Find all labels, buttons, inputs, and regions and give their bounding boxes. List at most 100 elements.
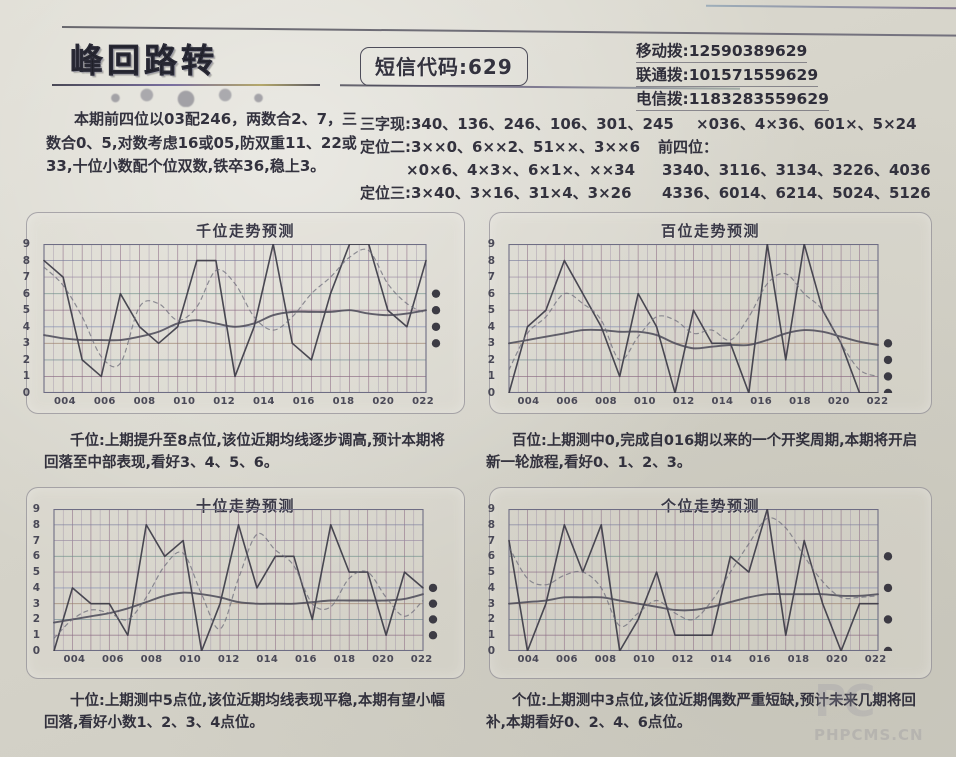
y-tick-qian-2: 2 bbox=[22, 353, 30, 366]
y-tick-ge-3: 3 bbox=[487, 597, 495, 610]
note-bai-label: 百位: bbox=[512, 433, 547, 449]
note-ge-text: 上期测中3点位,该位近期偶数严重短缺,预计未来几期将回补,本期看好0、2、4、6… bbox=[486, 693, 916, 731]
note-ge-label: 个位: bbox=[512, 693, 547, 709]
x-tick-shi-008: 008 bbox=[140, 654, 163, 665]
y-tick-bai-0: 0 bbox=[487, 387, 495, 399]
sanzixian-row: 三字现:340、136、246、106、301、245 bbox=[360, 113, 674, 136]
picks-column: 三字现:340、136、246、106、301、245 定位二:3××0、6××… bbox=[360, 113, 674, 205]
y-tick-qian-9: 9 bbox=[22, 238, 30, 250]
sms-code-badge: 短信代码:629 bbox=[360, 47, 528, 86]
chart-title-qian: 千位走势预测 bbox=[195, 222, 295, 240]
y-tick-bai-1: 1 bbox=[487, 370, 495, 383]
y-tick-bai-2: 2 bbox=[487, 353, 495, 366]
y-tick-qian-5: 5 bbox=[22, 304, 30, 317]
y-tick-ge-0: 0 bbox=[487, 645, 495, 657]
x-tick-bai-008: 008 bbox=[595, 396, 617, 407]
note-bai-text: 上期测中0,完成自016期以来的一个开奖周期,本期将开启新一轮旅程,看好0、1、… bbox=[486, 433, 918, 471]
x-tick-bai-020: 020 bbox=[827, 396, 850, 407]
hotline-list: 移动拨:12590389629 联通拨:101571559629 电信拨:118… bbox=[636, 41, 829, 113]
chart-card-bai: 百位走势预测 bbox=[489, 212, 932, 414]
x-tick-ge-012: 012 bbox=[671, 654, 694, 665]
y-tick-shi-0: 0 bbox=[32, 645, 40, 657]
y-tick-bai-9: 9 bbox=[487, 238, 495, 250]
x-tick-shi-012: 012 bbox=[217, 654, 240, 665]
x-tick-ge-014: 014 bbox=[710, 654, 733, 665]
note-qian-label: 千位: bbox=[70, 433, 105, 449]
y-tick-shi-5: 5 bbox=[32, 566, 40, 579]
top-rule-secondary bbox=[705, 4, 956, 10]
x-tick-qian-022: 022 bbox=[412, 396, 434, 407]
hotline-mobile: 移动拨:12590389629 bbox=[636, 41, 808, 63]
front4-line1: 3340、3116、3134、3226、4036 bbox=[662, 161, 931, 179]
x-tick-bai-022: 022 bbox=[866, 396, 889, 407]
page-title: 峰回路转 bbox=[70, 41, 218, 81]
front4-extra-line: ×036、4×36、601×、5×24 bbox=[696, 115, 917, 133]
chart-plot-bai bbox=[508, 243, 893, 398]
dingwei3-label: 定位三: bbox=[360, 184, 411, 202]
y-tick-qian-1: 1 bbox=[22, 370, 30, 383]
front4-line2: 4336、6014、6214、5024、5126 bbox=[662, 184, 931, 202]
y-tick-qian-8: 8 bbox=[22, 254, 30, 267]
chart-plot-shi bbox=[53, 508, 438, 652]
x-tick-ge-008: 008 bbox=[594, 654, 617, 665]
x-tick-ge-018: 018 bbox=[787, 654, 810, 665]
y-tick-qian-4: 4 bbox=[22, 320, 30, 333]
y-tick-shi-2: 2 bbox=[32, 613, 40, 626]
x-tick-bai-016: 016 bbox=[750, 396, 773, 407]
x-tick-bai-014: 014 bbox=[711, 396, 734, 407]
dingwei2-row: 定位二:3××0、6××2、51××、3××6 bbox=[360, 136, 640, 159]
chart-svg-bai bbox=[508, 243, 893, 398]
chart-title-ge: 个位走势预测 bbox=[660, 497, 760, 515]
dingwei2-line2: ×0×6、4×3×、6×1×、××34 bbox=[406, 161, 636, 179]
y-tick-ge-5: 5 bbox=[487, 566, 495, 579]
y-tick-qian-3: 3 bbox=[22, 337, 30, 350]
y-tick-bai-6: 6 bbox=[487, 287, 495, 300]
y-tick-bai-8: 8 bbox=[487, 254, 495, 267]
x-tick-ge-016: 016 bbox=[748, 654, 771, 665]
y-tick-ge-6: 6 bbox=[487, 550, 495, 563]
x-tick-ge-020: 020 bbox=[826, 654, 848, 665]
intro-text: 本期前四位以03配246，两数合2、7，三数合0、5,对数考虑16或05,防双重… bbox=[46, 110, 358, 175]
x-tick-qian-010: 010 bbox=[173, 396, 196, 407]
dingwei3-values: 3×40、3×16、31×4、3×26 bbox=[411, 184, 632, 202]
x-tick-shi-004: 004 bbox=[63, 654, 86, 665]
chart-card-ge: 个位走势预测 bbox=[489, 487, 932, 679]
y-tick-qian-0: 0 bbox=[22, 387, 30, 399]
dingwei2-label: 定位二: bbox=[360, 138, 411, 156]
y-tick-shi-4: 4 bbox=[32, 581, 40, 594]
y-tick-qian-7: 7 bbox=[22, 271, 30, 284]
x-tick-shi-006: 006 bbox=[102, 654, 124, 665]
note-qian: 千位:上期提升至8点位,该位近期均线逐步调高,预计本期将回落至中部表现,看好3、… bbox=[44, 430, 454, 474]
intro-column: 本期前四位以03配246，两数合2、7，三数合0、5,对数考虑16或05,防双重… bbox=[46, 108, 358, 179]
note-qian-text: 上期提升至8点位,该位近期均线逐步调高,预计本期将回落至中部表现,看好3、4、5… bbox=[44, 433, 445, 471]
y-tick-ge-2: 2 bbox=[487, 613, 495, 626]
x-tick-ge-022: 022 bbox=[864, 654, 887, 665]
x-tick-qian-006: 006 bbox=[93, 396, 116, 407]
y-tick-shi-7: 7 bbox=[32, 534, 40, 547]
y-tick-shi-1: 1 bbox=[32, 629, 40, 642]
chart-title-bai: 百位走势预测 bbox=[660, 222, 760, 240]
y-tick-bai-3: 3 bbox=[487, 337, 495, 350]
note-shi: 十位:上期测中5点位,该位近期均线表现平稳,本期有望小幅回落,看好小数1、2、3… bbox=[44, 690, 454, 734]
x-tick-qian-016: 016 bbox=[292, 396, 315, 407]
x-tick-qian-014: 014 bbox=[253, 396, 275, 407]
x-tick-shi-018: 018 bbox=[333, 654, 356, 665]
dingwei2-line2-row: ×0×6、4×3×、6×1×、××34 bbox=[360, 159, 635, 182]
y-tick-ge-4: 4 bbox=[487, 581, 495, 594]
x-tick-qian-008: 008 bbox=[133, 396, 156, 407]
dingwei2-line1: 3××0、6××2、51××、3××6 bbox=[411, 138, 641, 156]
chart-plot-qian bbox=[43, 243, 441, 394]
y-tick-ge-8: 8 bbox=[487, 518, 495, 531]
x-tick-shi-010: 010 bbox=[179, 654, 201, 665]
x-tick-shi-014: 014 bbox=[256, 654, 279, 665]
x-tick-bai-012: 012 bbox=[672, 396, 695, 407]
masthead: 峰回路转 bbox=[48, 34, 348, 107]
note-shi-label: 十位: bbox=[70, 693, 105, 709]
y-tick-ge-9: 9 bbox=[487, 503, 495, 515]
chart-card-shi: 十位走势预测 bbox=[26, 487, 465, 679]
x-tick-bai-010: 010 bbox=[633, 396, 656, 407]
y-tick-ge-7: 7 bbox=[487, 534, 495, 547]
x-tick-ge-010: 010 bbox=[633, 654, 655, 665]
